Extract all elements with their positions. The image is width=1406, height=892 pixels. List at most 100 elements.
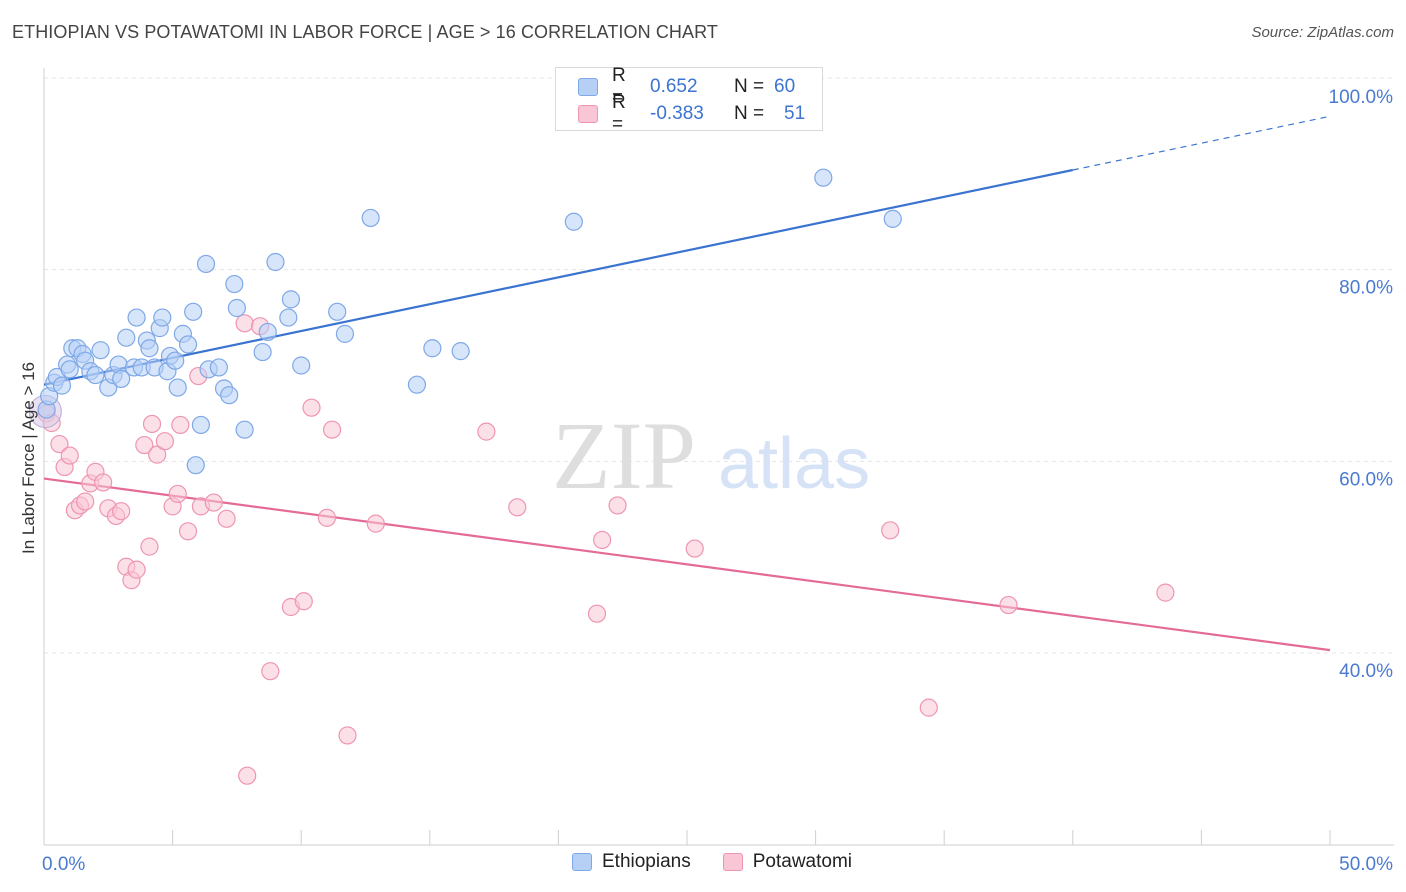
ethiopians-point-29 <box>166 351 185 370</box>
potawatomi-point-41 <box>477 422 496 441</box>
ethiopians-swatch <box>578 78 598 96</box>
ethiopians-point-20 <box>127 308 146 327</box>
potawatomi-point-39 <box>338 726 357 745</box>
potawatomi-point-44 <box>593 530 612 550</box>
ethiopians-point-52 <box>361 208 380 228</box>
y-tick-label-2: 80.0% <box>1339 278 1393 299</box>
ethiopians-point-17 <box>112 369 131 389</box>
n-label: N = <box>734 76 765 97</box>
potawatomi-trend-line <box>43 477 1331 652</box>
potawatomi-point-46 <box>685 539 704 558</box>
ethiopians-point-43 <box>235 420 254 439</box>
ethiopians-point-36 <box>196 254 216 274</box>
y-tick-label-0: 40.0% <box>1339 661 1393 682</box>
potawatomi-point-50 <box>1156 583 1175 602</box>
ethiopians-point-56 <box>564 212 583 231</box>
ethiopians-point-46 <box>266 252 285 272</box>
ethiopians-point-57 <box>814 168 833 187</box>
potawatomi-point-40 <box>366 514 385 533</box>
correlation-legend: R = 0.652 N = 60 R = -0.383 N = 51 <box>555 65 823 135</box>
watermark-zip: ZIP <box>552 402 696 509</box>
r-value: 0.652 <box>650 76 698 97</box>
ethiopians-point-53 <box>407 375 427 394</box>
legend-row-potawatomi: R = -0.383 N = 51 <box>578 92 806 135</box>
potawatomi-point-23 <box>168 484 187 504</box>
n-value: 51 <box>784 103 806 124</box>
potawatomi-point-10 <box>94 473 113 492</box>
n-label: N = <box>734 103 765 124</box>
ethiopians-point-55 <box>451 342 470 361</box>
r-value: -0.383 <box>650 103 704 124</box>
potawatomi-point-20 <box>148 445 167 464</box>
potawatomi-swatch <box>578 105 598 123</box>
ethiopians-point-41 <box>225 274 244 294</box>
ethiopians-point-23 <box>140 339 159 358</box>
ethiopians-point-38 <box>209 358 228 377</box>
potawatomi-point-42 <box>508 498 527 517</box>
ethiopians-point-45 <box>258 322 277 342</box>
legend-item-ethiopians: Ethiopians <box>572 851 691 873</box>
watermark-atlas: atlas <box>718 424 870 504</box>
ethiopians-point-34 <box>186 456 205 475</box>
ethiopians-point-54 <box>423 339 442 358</box>
x-tick-label-min: 0.0% <box>42 854 85 875</box>
potawatomi-point-49 <box>999 595 1018 615</box>
ethiopians-point-47 <box>279 308 298 327</box>
legend-label-ethiopians: Ethiopians <box>602 851 691 872</box>
potawatomi-point-19 <box>142 414 162 434</box>
potawatomi-point-25 <box>178 522 198 541</box>
potawatomi-point-18 <box>140 537 159 556</box>
ethiopians-point-48 <box>281 290 301 309</box>
y-tick-label-1: 60.0% <box>1339 469 1393 490</box>
ethiopians-point-35 <box>191 415 210 435</box>
x-tick-label-max: 50.0% <box>1339 854 1393 875</box>
ethiopians-point-4 <box>52 376 72 395</box>
ethiopians-point-12 <box>86 365 105 385</box>
watermark: ZIP atlas <box>552 402 870 509</box>
potawatomi-point-13 <box>112 502 131 521</box>
ethiopians-points <box>37 168 902 475</box>
potawatomi-point-31 <box>238 766 257 785</box>
ethiopians-point-51 <box>335 324 355 343</box>
y-axis-label: In Labor Force | Age > 16 <box>19 362 38 554</box>
trend-lines <box>43 115 1331 652</box>
ethiopians-point-13 <box>91 341 110 360</box>
ethiopians-point-50 <box>328 302 347 321</box>
potawatomi-point-35 <box>294 592 313 611</box>
potawatomi-point-30 <box>235 314 254 333</box>
legend-row-ethiopians: R = 0.652 N = 60 <box>578 65 796 108</box>
ethiopians-point-32 <box>178 335 198 354</box>
series-legend: Ethiopians Potawatomi <box>572 851 884 873</box>
potawatomi-point-4 <box>60 446 79 465</box>
potawatomi-point-47 <box>881 521 900 540</box>
r-label: R = <box>612 92 626 135</box>
y-tick-labels: 40.0% 60.0% 80.0% 100.0% <box>1329 87 1394 682</box>
potawatomi-point-29 <box>217 509 236 528</box>
potawatomi-point-43 <box>587 604 607 623</box>
potawatomi-point-45 <box>608 496 627 515</box>
ethiopians-point-33 <box>184 302 203 321</box>
potawatomi-points <box>28 314 1175 785</box>
ethiopians-point-42 <box>227 298 246 318</box>
potawatomi-point-24 <box>171 415 190 435</box>
potawatomi-point-36 <box>302 398 321 417</box>
source-label: Source: ZipAtlas.com <box>1251 24 1394 41</box>
ethiopians-point-6 <box>60 360 79 379</box>
r-label: R = <box>612 65 626 108</box>
potawatomi-point-7 <box>76 492 95 511</box>
potawatomi-swatch <box>722 853 743 871</box>
ethiopians-point-30 <box>168 378 187 397</box>
ethiopians-point-40 <box>220 386 239 405</box>
x-tick-marks <box>43 830 1331 845</box>
potawatomi-point-48 <box>919 698 938 717</box>
ethiopians-trend-extension <box>1072 115 1331 171</box>
potawatomi-point-2 <box>50 434 69 454</box>
potawatomi-point-33 <box>261 662 280 681</box>
y-tick-label-3: 100.0% <box>1329 87 1394 108</box>
n-value: 60 <box>774 76 796 97</box>
potawatomi-point-37 <box>317 508 337 527</box>
ethiopians-swatch <box>572 853 592 871</box>
legend-item-potawatomi: Potawatomi <box>722 851 852 873</box>
potawatomi-point-38 <box>322 420 342 439</box>
